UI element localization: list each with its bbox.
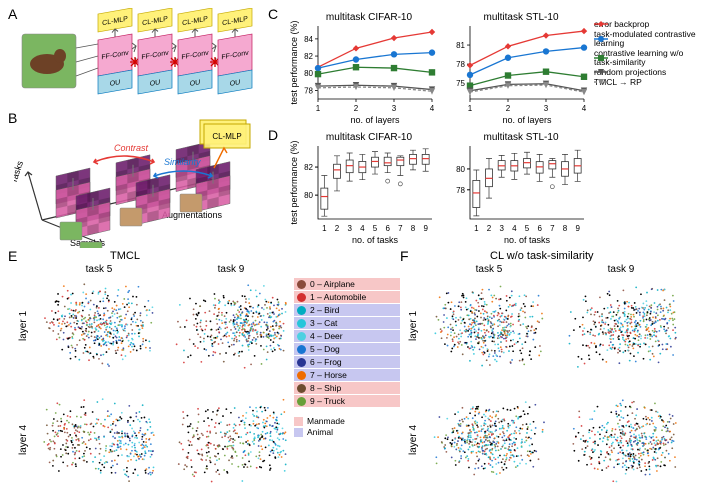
panel-a-diagram: CL-MLPFF-ConvOUCL-MLPFF-ConvOUCL-MLPFF-C… (20, 8, 270, 108)
svg-text:80: 80 (304, 69, 313, 78)
svg-text:no. of layers: no. of layers (502, 115, 552, 125)
class-legend: 0 – Airplane1 – Automobile2 – Bird3 – Ca… (294, 278, 400, 438)
svg-text:layer 4: layer 4 (18, 425, 29, 455)
svg-text:78: 78 (456, 60, 465, 69)
svg-text:9: 9 (575, 224, 580, 233)
panel-d-label: D (268, 127, 278, 143)
panel-a-label: A (8, 6, 17, 22)
svg-text:7: 7 (398, 224, 403, 233)
panel-c-chart-cifar: multitask CIFAR-10 78 80 82 84 1 2 3 4 no. of lay… (288, 10, 438, 125)
svg-text:5: 5 (525, 224, 530, 233)
svg-text:multitask STL-10: multitask STL-10 (483, 132, 558, 143)
svg-text:task 5: task 5 (86, 264, 113, 275)
class-legend-item: 3 – Cat (294, 317, 400, 329)
svg-text:layer 1: layer 1 (408, 311, 419, 341)
panel-e-title: TMCL (110, 250, 140, 262)
svg-text:6: 6 (537, 224, 542, 233)
svg-text:1: 1 (322, 224, 327, 233)
svg-text:no. of layers: no. of layers (350, 115, 400, 125)
svg-text:task 9: task 9 (218, 264, 245, 275)
panel-c-legend: error backproptask-modulated contrastive… (594, 20, 702, 87)
svg-text:multitask CIFAR-10: multitask CIFAR-10 (326, 12, 413, 23)
panel-d-chart-stl: multitask STL-107880123456789no. of task… (440, 130, 590, 245)
class-legend-item: 1 – Automobile (294, 291, 400, 303)
legend-item: random projections (594, 68, 702, 77)
svg-text:task 5: task 5 (476, 264, 503, 275)
svg-text:task 9: task 9 (608, 264, 635, 275)
svg-text:3: 3 (544, 104, 549, 113)
class-legend-item: 2 – Bird (294, 304, 400, 316)
svg-text:2: 2 (487, 224, 492, 233)
svg-text:Contrast: Contrast (114, 143, 149, 153)
panel-b-diagram: AugmentationsSamplesTasksContrastSimilar… (14, 118, 266, 248)
legend-item: contrastive learning w/o task-similarity (594, 49, 702, 67)
panel-f-scatter: task 5 task 9 layer 1 layer 4 (408, 262, 696, 494)
svg-text:8: 8 (563, 224, 568, 233)
svg-text:6: 6 (385, 224, 390, 233)
svg-text:4: 4 (360, 224, 365, 233)
svg-text:78: 78 (456, 186, 465, 195)
svg-text:Similarity: Similarity (164, 157, 201, 167)
svg-text:1: 1 (316, 104, 321, 113)
svg-text:3: 3 (347, 224, 352, 233)
class-legend-item: 6 – Frog (294, 356, 400, 368)
svg-text:no. of tasks: no. of tasks (504, 235, 551, 245)
svg-text:CL-MLP: CL-MLP (212, 132, 241, 141)
class-legend-item: 8 – Ship (294, 382, 400, 394)
svg-text:2: 2 (506, 104, 511, 113)
panel-e-scatter: task 5 task 9 layer 1 layer 4 (18, 262, 290, 494)
svg-text:3: 3 (499, 224, 504, 233)
svg-text:no. of tasks: no. of tasks (352, 235, 399, 245)
svg-text:Tasks: Tasks (14, 159, 25, 184)
svg-text:4: 4 (582, 104, 587, 113)
svg-text:81: 81 (456, 41, 465, 50)
svg-text:layer 4: layer 4 (408, 425, 419, 455)
svg-text:82: 82 (304, 163, 313, 172)
svg-text:test performance (%): test performance (%) (289, 20, 299, 104)
panel-f-title: CL w/o task-similarity (490, 250, 594, 262)
svg-text:7: 7 (550, 224, 555, 233)
svg-text:5: 5 (373, 224, 378, 233)
svg-text:1: 1 (468, 104, 473, 113)
svg-text:80: 80 (304, 191, 313, 200)
group-legend-item: Animal (294, 427, 400, 437)
svg-text:3: 3 (392, 104, 397, 113)
panel-e-label: E (8, 248, 17, 264)
svg-text:test performance (%): test performance (%) (289, 140, 299, 224)
class-legend-item: 7 – Horse (294, 369, 400, 381)
svg-text:multitask STL-10: multitask STL-10 (483, 12, 558, 23)
svg-text:1: 1 (474, 224, 479, 233)
svg-text:layer 1: layer 1 (18, 311, 29, 341)
class-legend-item: 0 – Airplane (294, 278, 400, 290)
svg-text:9: 9 (423, 224, 428, 233)
class-legend-item: 5 – Dog (294, 343, 400, 355)
class-legend-item: 9 – Truck (294, 395, 400, 407)
class-legend-item: 4 – Deer (294, 330, 400, 342)
svg-text:8: 8 (411, 224, 416, 233)
svg-text:78: 78 (304, 86, 313, 95)
legend-item: task-modulated contrastive learning (594, 30, 702, 48)
legend-item: error backprop (594, 20, 702, 29)
svg-text:80: 80 (456, 165, 465, 174)
svg-text:2: 2 (354, 104, 359, 113)
svg-text:multitask CIFAR-10: multitask CIFAR-10 (326, 132, 413, 143)
svg-text:84: 84 (304, 35, 313, 44)
panel-c-chart-stl: multitask STL-10 75 78 81 1 2 3 4 no. of layers (440, 10, 590, 125)
panel-d-chart-cifar: multitask CIFAR-10 80 82 123456789 no. of ta… (288, 130, 438, 245)
svg-text:82: 82 (304, 52, 313, 61)
legend-item: TMCL → RP (594, 78, 702, 87)
svg-text:4: 4 (512, 224, 517, 233)
svg-text:4: 4 (430, 104, 435, 113)
group-legend-item: Manmade (294, 416, 400, 426)
svg-text:2: 2 (335, 224, 340, 233)
svg-text:75: 75 (456, 79, 465, 88)
